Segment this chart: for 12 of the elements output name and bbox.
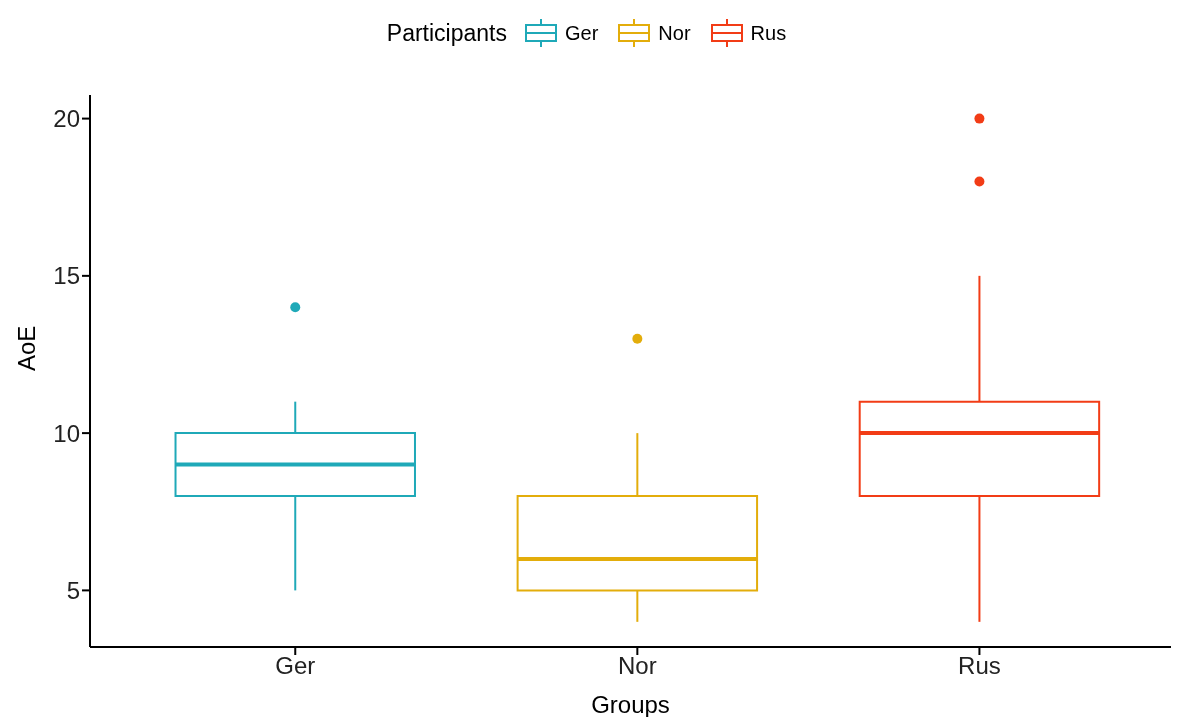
y-tick-label: 15 [53,262,80,290]
legend-label: Rus [750,21,787,45]
y-axis-title: AoE [12,325,40,371]
legend-label: Nor [658,21,691,45]
x-tick-label: Nor [618,652,657,680]
y-tick-label: 10 [53,419,80,447]
x-tick-label: Rus [958,652,1001,680]
y-tick-label: 20 [53,105,80,133]
y-tick-label: 5 [66,576,80,604]
legend-label: Ger [565,21,599,45]
legend-title: Participants [386,19,507,47]
x-tick-label: Ger [275,652,316,680]
